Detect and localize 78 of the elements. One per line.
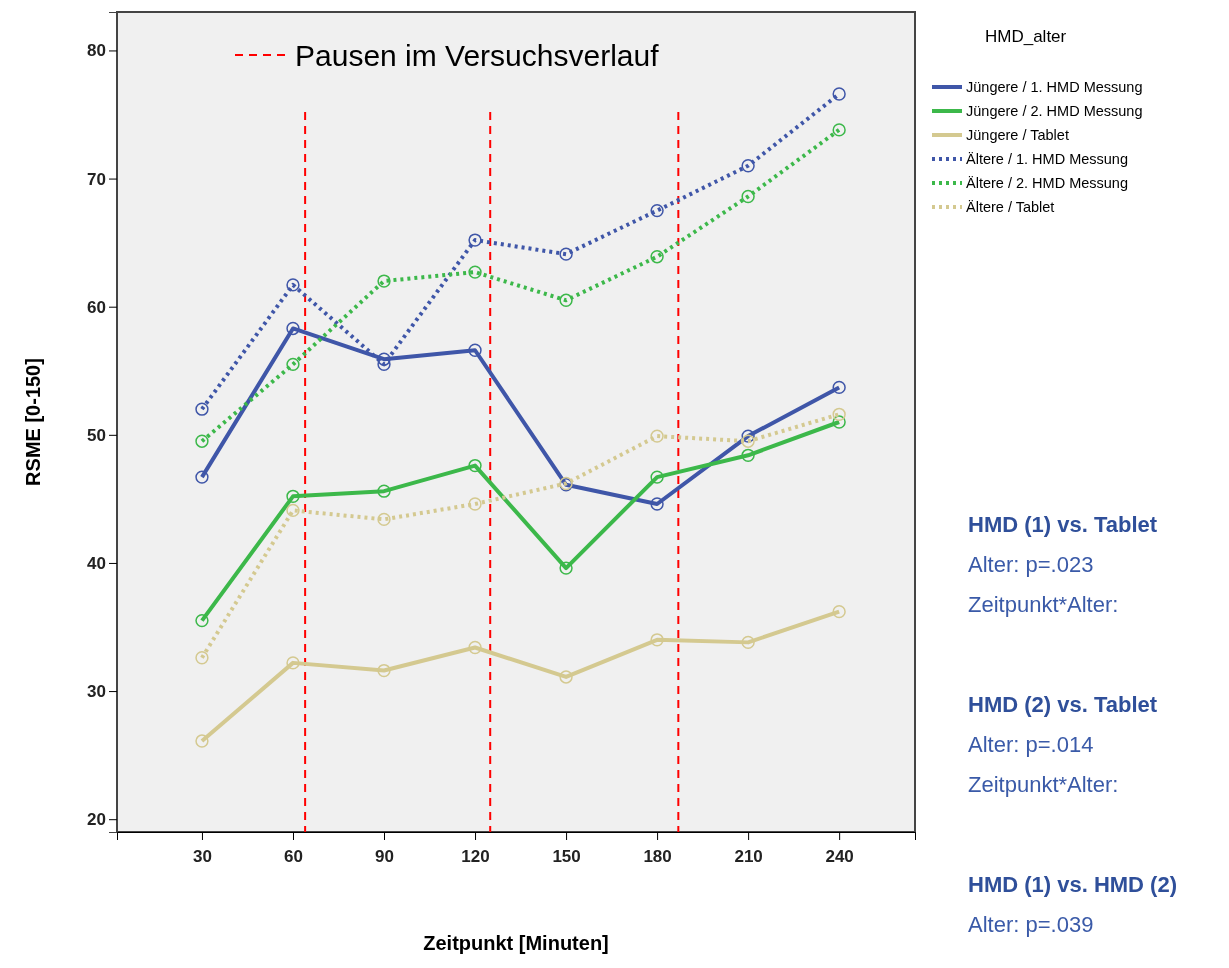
- x-axis-title: Zeitpunkt [Minuten]: [423, 932, 609, 954]
- text: Alter: p=.014: [968, 732, 1094, 757]
- point: [650, 470, 664, 484]
- text: Zeitpunkt*Alter:: [968, 592, 1119, 617]
- legend-title: HMD_alter: [985, 27, 1067, 46]
- point: [832, 123, 846, 137]
- y-tick-label: 20: [87, 810, 106, 830]
- point: [286, 656, 300, 670]
- point: [832, 87, 846, 101]
- point: [286, 321, 300, 336]
- point: [377, 663, 391, 678]
- text: Alter: p=.039: [968, 912, 1094, 937]
- point: [377, 352, 391, 366]
- point: [650, 633, 664, 647]
- point: [468, 265, 482, 279]
- point: [195, 470, 209, 484]
- point: [195, 402, 209, 416]
- point: [468, 343, 482, 357]
- point: [741, 434, 755, 448]
- point: [195, 651, 209, 665]
- x-tick-label: 120: [461, 846, 490, 866]
- x-tick-label: 30: [193, 846, 212, 866]
- y-tick-label: 50: [87, 425, 106, 445]
- y-tick-label: 40: [87, 553, 106, 573]
- point: [195, 613, 209, 628]
- point: [468, 233, 482, 247]
- point: [377, 274, 391, 288]
- y-tick-label: 80: [87, 41, 106, 61]
- x-tick-label: 90: [375, 846, 394, 866]
- x-tick-label: 210: [734, 846, 763, 866]
- point: [286, 489, 300, 503]
- point: [650, 203, 664, 218]
- legend-label: Jüngere / 1. HMD Messung: [966, 79, 1143, 95]
- legend-label: Ältere / 2. HMD Messung: [966, 175, 1128, 191]
- point: [650, 250, 664, 264]
- legend-label: Ältere / Tablet: [966, 199, 1055, 215]
- point: [741, 189, 755, 204]
- point: [832, 415, 846, 429]
- text: Alter: p=.023: [968, 552, 1094, 577]
- text: HMD (1) vs. Tablet: [968, 512, 1158, 537]
- y-tick-label: 70: [87, 169, 106, 189]
- point: [832, 407, 846, 421]
- legend-label: Jüngere / 2. HMD Messung: [966, 103, 1143, 119]
- x-tick-label: 180: [643, 846, 672, 866]
- point: [468, 640, 482, 655]
- point: [741, 159, 755, 173]
- point: [832, 380, 846, 395]
- point: [286, 278, 300, 292]
- text: HMD (2) vs. Tablet: [968, 692, 1158, 717]
- point: [559, 561, 573, 575]
- y-tick-label: 30: [87, 682, 106, 701]
- point: [559, 247, 573, 261]
- text: Zeitpunkt*Alter:: [968, 772, 1119, 797]
- point: [468, 497, 482, 511]
- point: [741, 448, 755, 462]
- point: [650, 497, 664, 511]
- legend-label: Jüngere / Tablet: [966, 127, 1069, 143]
- point: [377, 512, 391, 527]
- x-tick-label: 240: [825, 846, 854, 866]
- point: [832, 604, 846, 619]
- point: [286, 503, 300, 518]
- point: [468, 458, 482, 473]
- point: [741, 635, 755, 650]
- point: [559, 670, 573, 684]
- point: [195, 734, 209, 748]
- y-axis-title: RSME [0-150]: [22, 358, 44, 486]
- point: [286, 357, 300, 371]
- legend-label: Ältere / 1. HMD Messung: [966, 151, 1128, 167]
- point: [377, 484, 391, 498]
- x-tick-label: 150: [552, 846, 581, 866]
- legend-label: Pausen im Versuchsverlauf: [295, 39, 660, 72]
- point: [650, 429, 664, 443]
- x-tick-label: 60: [284, 846, 303, 866]
- point: [741, 429, 755, 443]
- y-tick-label: 60: [87, 297, 106, 317]
- point: [559, 293, 573, 307]
- text: HMD (1) vs. HMD (2): [968, 872, 1178, 897]
- point: [195, 434, 209, 448]
